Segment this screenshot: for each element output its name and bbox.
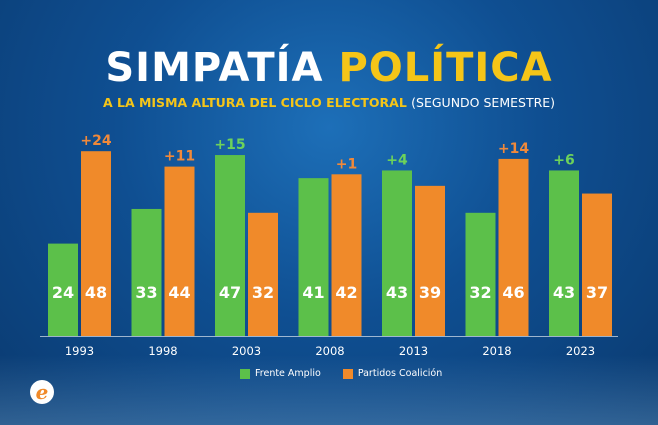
difference-label: +4 <box>386 152 408 168</box>
difference-label: +6 <box>553 152 574 168</box>
legend-item-partidos-coalicion: Partidos Coalición <box>342 368 443 379</box>
bar-value-label: 33 <box>135 283 157 302</box>
bar-frente-amplio-1998 <box>131 208 162 336</box>
bar-frente-amplio-2023 <box>549 170 579 336</box>
x-tick-label: 2018 <box>482 344 511 358</box>
legend-item-frente-amplio: Frente Amplio <box>240 368 321 379</box>
bar-value-label: 43 <box>553 283 575 302</box>
bar-partidos-coalicion-1998 <box>164 166 195 336</box>
bar-value-label: 46 <box>502 283 524 302</box>
bar-value-label: 48 <box>85 283 107 302</box>
bar-frente-amplio-2013 <box>382 170 412 336</box>
bar-partidos-coalicion-2008 <box>331 174 362 336</box>
difference-label: +14 <box>498 141 529 157</box>
bar-value-label: 32 <box>252 283 274 302</box>
subtitle-part1: A LA MISMA ALTURA DEL CICLO ELECTORAL <box>102 95 407 110</box>
brand-logo-letter: e <box>35 380 49 404</box>
bar-value-label: 43 <box>386 283 408 302</box>
bar-frente-amplio-2008 <box>298 178 329 336</box>
x-tick-label: 2023 <box>566 344 595 358</box>
difference-label: +1 <box>336 156 357 172</box>
bar-value-label: 42 <box>335 283 357 302</box>
legend-swatch-frente-amplio <box>240 368 250 379</box>
x-tick-label: 2013 <box>399 344 428 358</box>
x-tick-label: 1998 <box>148 344 177 358</box>
x-tick-label: 2003 <box>232 344 261 358</box>
x-tick-label: 1993 <box>65 344 94 358</box>
bar-value-label: 37 <box>586 283 608 302</box>
x-tick-label: 2008 <box>315 344 344 358</box>
title-part1: SIMPATÍA <box>105 45 324 91</box>
page-title: SIMPATÍA POLÍTICA <box>0 44 658 92</box>
legend-label-partidos-coalicion: Partidos Coalición <box>357 368 443 379</box>
bar-partidos-coalicion-2013 <box>415 185 445 336</box>
bar-value-label: 24 <box>52 283 74 302</box>
bar-partidos-coalicion-2018 <box>498 158 529 336</box>
bar-value-label: 44 <box>168 283 190 302</box>
bar-frente-amplio-2003 <box>215 155 245 336</box>
bar-value-label: 39 <box>419 283 441 302</box>
bar-frente-amplio-1993 <box>48 243 78 336</box>
legend-swatch-partidos-coalicion <box>342 368 353 379</box>
background-glow <box>0 355 658 425</box>
difference-label: +11 <box>164 149 195 165</box>
difference-label: +24 <box>80 133 111 149</box>
bar-partidos-coalicion-2003 <box>248 212 278 336</box>
bar-frente-amplio-2018 <box>465 212 496 336</box>
bar-value-label: 32 <box>469 283 491 302</box>
subtitle-part2: (SEGUNDO SEMESTRE) <box>411 95 556 110</box>
bar-value-label: 47 <box>219 283 241 302</box>
bar-value-label: 41 <box>302 283 324 302</box>
subtitle: A LA MISMA ALTURA DEL CICLO ELECTORAL (S… <box>0 95 658 110</box>
legend-label-frente-amplio: Frente Amplio <box>255 368 321 379</box>
difference-label: +15 <box>214 137 245 153</box>
title-part2: POLÍTICA <box>338 45 553 91</box>
bar-partidos-coalicion-1993 <box>81 151 111 336</box>
legend: Frente Amplio Partidos Coalición <box>240 368 442 379</box>
bar-partidos-coalicion-2023 <box>582 193 612 336</box>
brand-logo: e <box>30 380 54 404</box>
